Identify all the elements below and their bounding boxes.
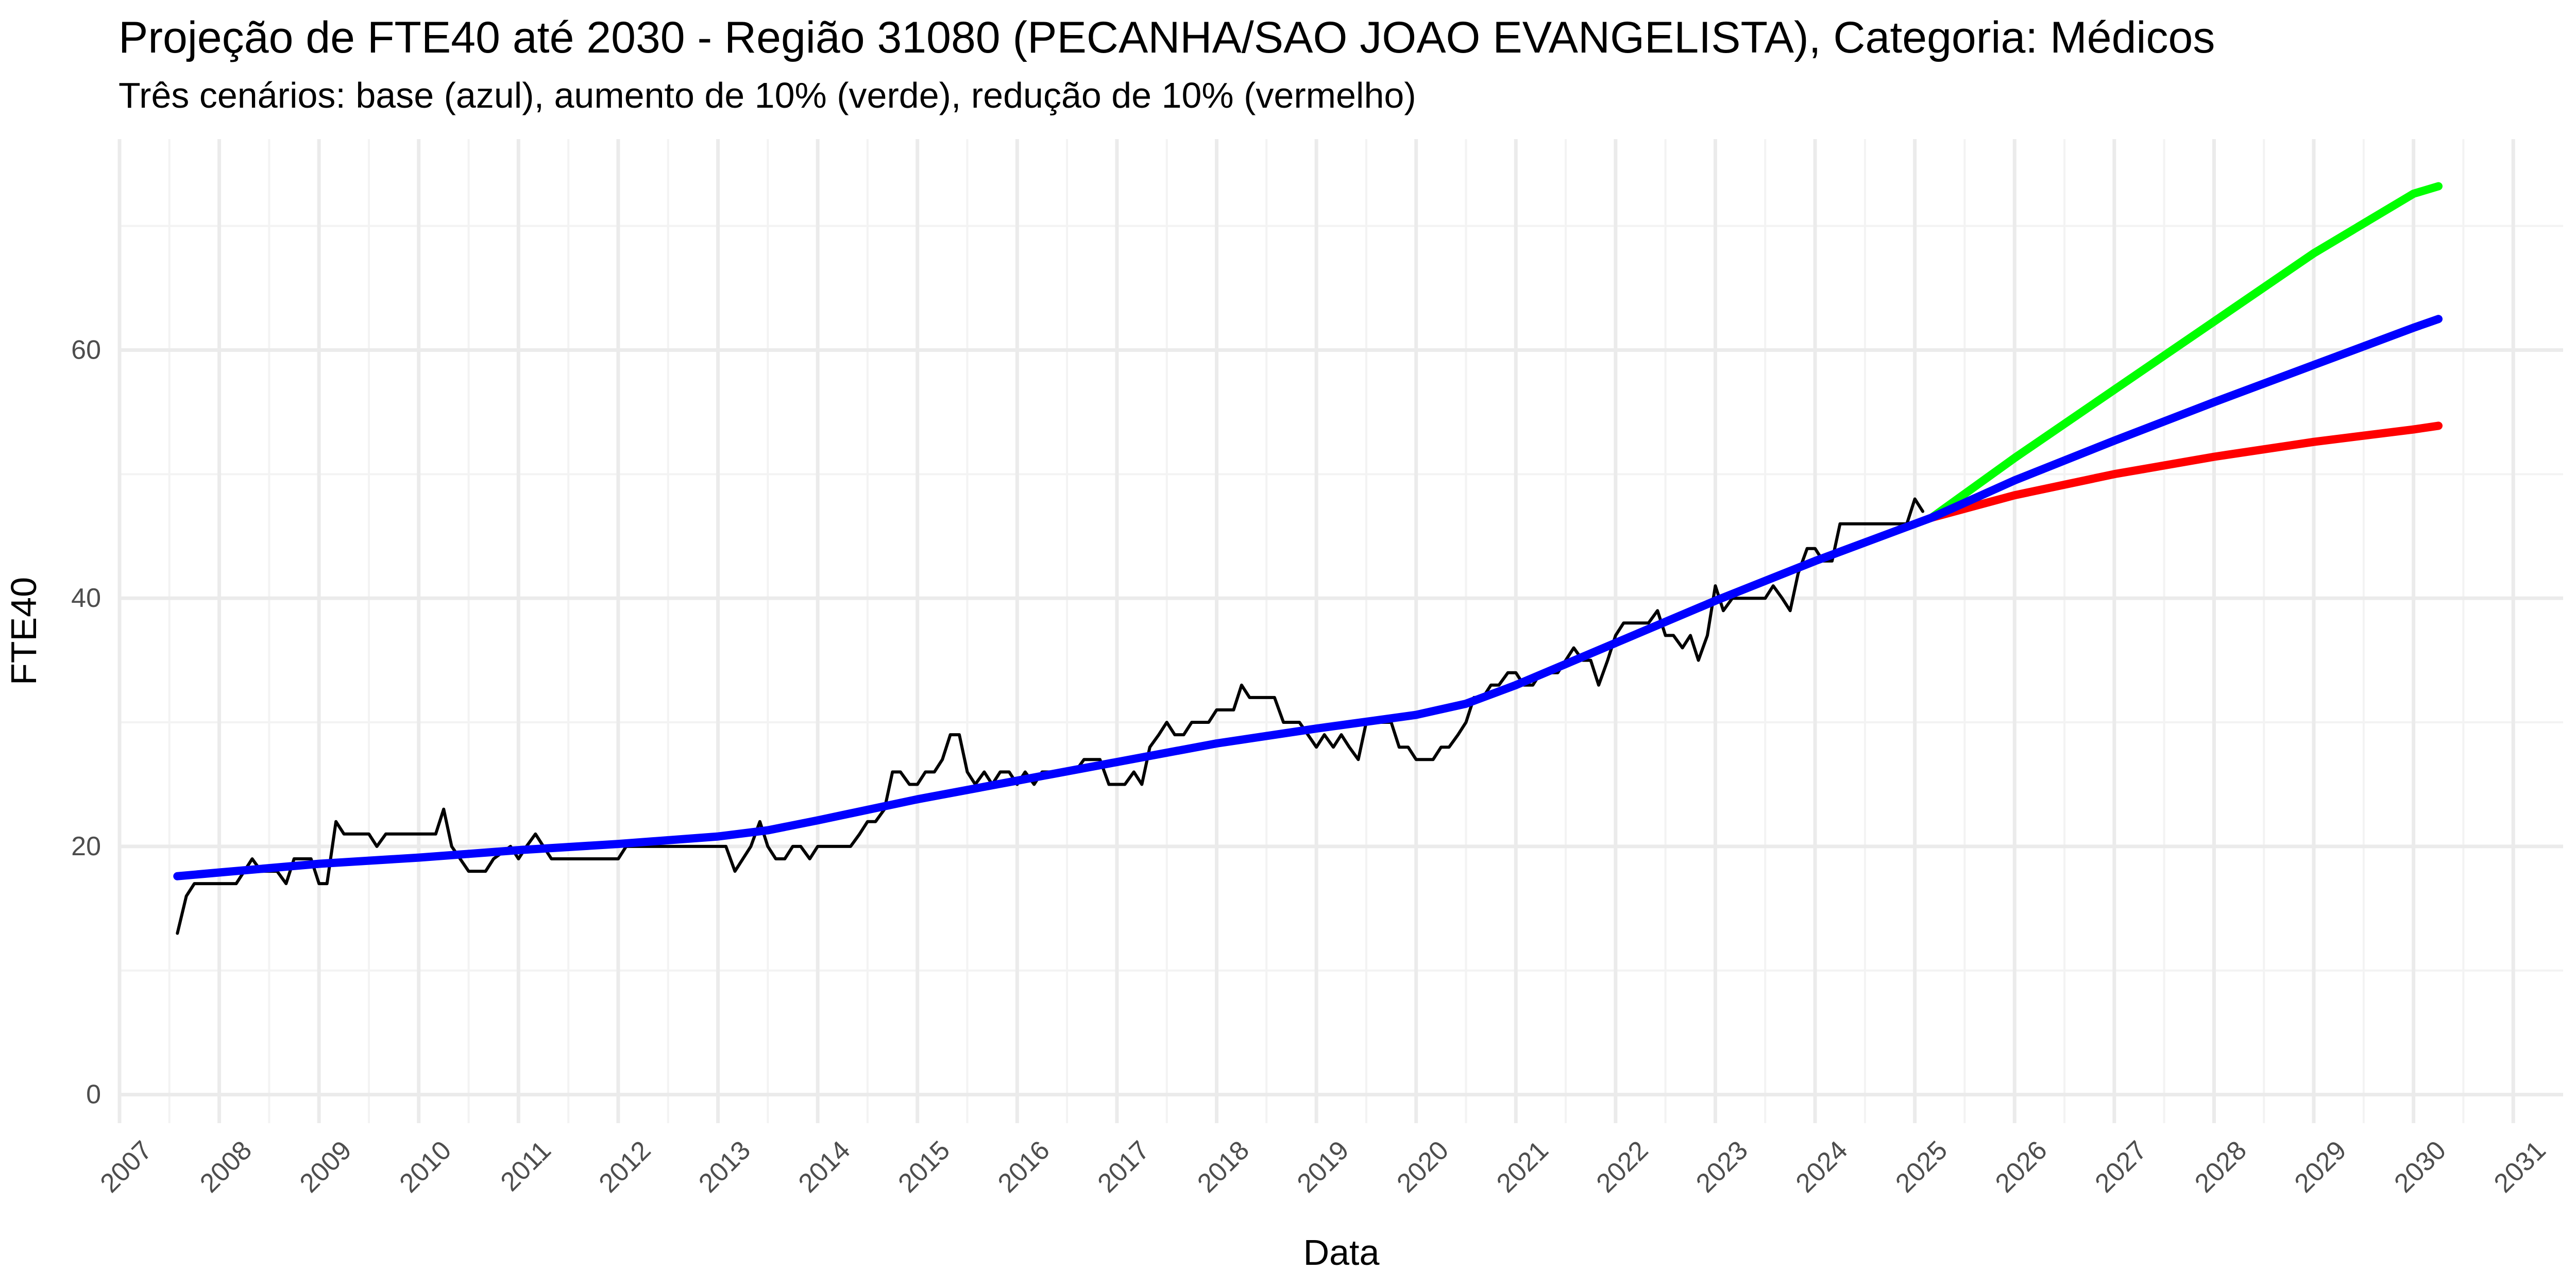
series-layer xyxy=(173,182,2443,935)
increase-scenario-line xyxy=(1927,182,2443,522)
grid-layer xyxy=(117,139,2563,1123)
y-tick-label: 20 xyxy=(71,832,101,861)
y-tick-labels: 0 20 40 60 xyxy=(71,335,101,1109)
x-tick-label: 2018 xyxy=(1192,1135,1255,1198)
x-tick-label: 2022 xyxy=(1591,1135,1654,1198)
x-tick-label: 2019 xyxy=(1292,1135,1355,1198)
x-tick-label: 2026 xyxy=(1990,1135,2053,1198)
x-tick-label: 2007 xyxy=(95,1135,158,1198)
x-tick-label: 2010 xyxy=(394,1135,457,1198)
chart-title: Projeção de FTE40 até 2030 - Região 3108… xyxy=(118,13,2215,62)
x-tick-label: 2028 xyxy=(2189,1135,2252,1198)
y-tick-label: 40 xyxy=(71,583,101,613)
y-tick-label: 60 xyxy=(71,335,101,365)
x-tick-label: 2016 xyxy=(992,1135,1056,1198)
y-axis-title: FTE40 xyxy=(4,577,44,685)
chart-subtitle: Três cenários: base (azul), aumento de 1… xyxy=(118,75,1416,115)
x-tick-label: 2008 xyxy=(194,1135,258,1198)
x-tick-labels: 2007 2008 2009 2010 2011 2012 2013 2014 2015 2016… xyxy=(95,1135,2552,1198)
x-tick-label: 2030 xyxy=(2388,1135,2452,1198)
x-tick-label: 2031 xyxy=(2488,1135,2552,1198)
x-tick-label: 2017 xyxy=(1092,1135,1156,1198)
x-tick-label: 2023 xyxy=(1690,1135,1754,1198)
x-tick-label: 2012 xyxy=(594,1135,657,1198)
x-tick-label: 2027 xyxy=(2090,1135,2153,1198)
x-tick-label: 2025 xyxy=(1890,1135,1953,1198)
base-scenario-line xyxy=(173,315,2443,880)
x-tick-label: 2024 xyxy=(1790,1135,1854,1198)
observed-series-line xyxy=(176,497,1925,935)
x-axis-title: Data xyxy=(1303,1232,1380,1273)
y-tick-label: 0 xyxy=(86,1080,101,1110)
x-tick-label: 2013 xyxy=(693,1135,756,1198)
x-tick-label: 2014 xyxy=(793,1135,856,1198)
x-tick-label: 2015 xyxy=(892,1135,956,1198)
x-tick-label: 2009 xyxy=(294,1135,358,1198)
x-tick-label: 2020 xyxy=(1391,1135,1454,1198)
x-tick-label: 2011 xyxy=(495,1135,557,1197)
decrease-scenario-line xyxy=(1927,421,2443,522)
x-tick-label: 2021 xyxy=(1491,1135,1554,1198)
x-tick-label: 2029 xyxy=(2289,1135,2352,1198)
